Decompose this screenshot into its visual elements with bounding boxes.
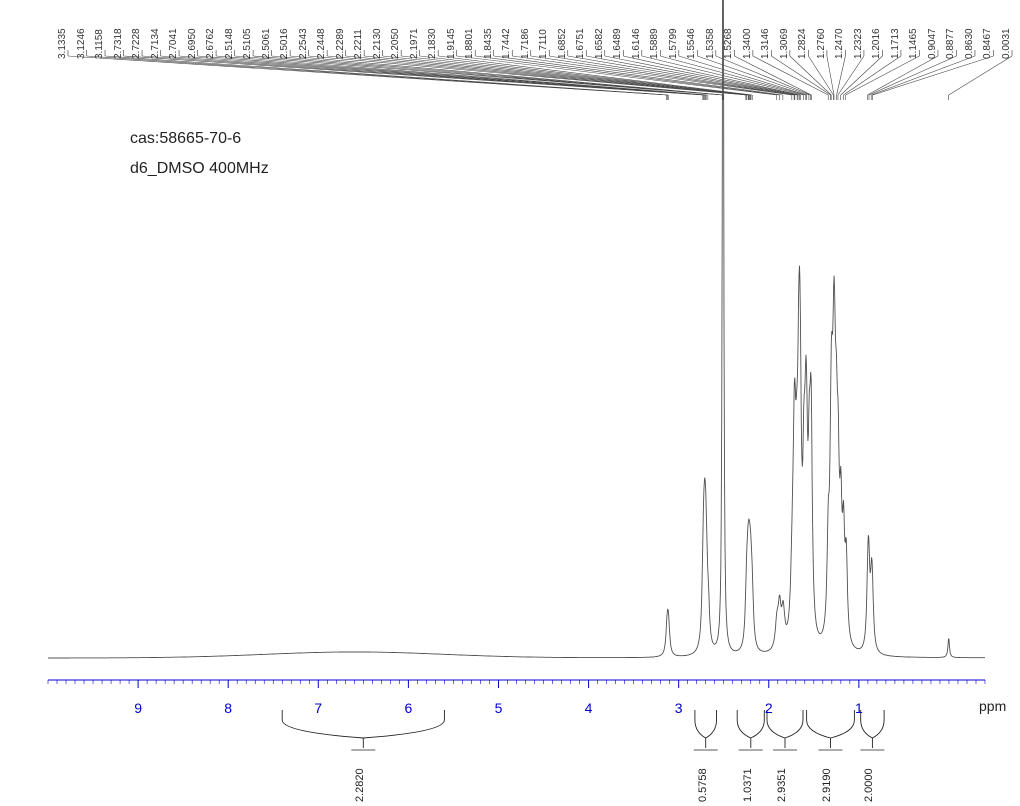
- peak-ppm-label: 2.2289: [335, 28, 346, 59]
- axis-tick-label: 9: [134, 700, 142, 716]
- peak-ppm-label: 2.5016: [279, 28, 290, 59]
- peak-ppm-label: 3.1158: [94, 29, 105, 59]
- axis-tick-label: 8: [224, 700, 232, 716]
- peak-ppm-label: 3.1335: [57, 28, 68, 59]
- axis-unit-label: ppm: [979, 698, 1006, 714]
- peak-ppm-label: 1.2016: [871, 28, 882, 59]
- peak-ppm-label: 1.3146: [760, 28, 771, 59]
- peak-ppm-label: 2.1830: [427, 28, 438, 59]
- peak-ppm-label: 2.7041: [168, 28, 179, 59]
- spectrum-trace: [48, 0, 985, 658]
- integral-value: 1.0371: [742, 768, 754, 802]
- peak-ppm-label: 2.1971: [409, 28, 420, 59]
- peak-ppm-label: 1.3400: [742, 28, 753, 59]
- annotation-cas: cas:58665-70-6: [130, 130, 241, 148]
- peak-ppm-label: 1.2323: [853, 28, 864, 59]
- peak-ppm-label: 1.7442: [501, 28, 512, 59]
- peak-ppm-label: 0.0031: [1001, 28, 1012, 59]
- peak-ppm-label: 1.1713: [890, 28, 901, 59]
- peak-ppm-label: 2.7318: [113, 28, 124, 59]
- peak-ppm-label: 1.2470: [834, 28, 845, 59]
- peak-ppm-label: 1.9145: [446, 28, 457, 59]
- peak-ppm-label: 2.5061: [261, 28, 272, 59]
- peak-ppm-label: 1.6146: [631, 28, 642, 59]
- peak-ppm-label: 1.6582: [594, 28, 605, 59]
- peak-ppm-label: 2.2448: [316, 28, 327, 59]
- peak-ppm-label: 1.3069: [779, 28, 790, 59]
- peak-ppm-label: 1.7110: [538, 29, 549, 59]
- peak-ppm-label: 1.2760: [816, 28, 827, 59]
- peak-ppm-label: 2.2211: [353, 29, 364, 59]
- peak-ppm-label: 0.8467: [982, 28, 993, 59]
- peak-ppm-label: 1.7186: [520, 28, 531, 59]
- peak-ppm-label: 1.5799: [668, 28, 679, 59]
- peak-ppm-label: 2.2543: [298, 28, 309, 59]
- axis-tick-label: 3: [675, 700, 683, 716]
- peak-ppm-label: 1.5358: [705, 28, 716, 59]
- integral-value: 2.9351: [776, 768, 788, 802]
- peak-ppm-label: 3.1246: [76, 28, 87, 59]
- nmr-svg-layer: [0, 0, 1020, 806]
- peak-ppm-label: 1.6751: [575, 28, 586, 59]
- integral-value: 2.2820: [354, 768, 366, 802]
- peak-ppm-label: 1.6489: [612, 28, 623, 59]
- peak-ppm-label: 0.9047: [927, 28, 938, 59]
- peak-ppm-label: 2.2050: [390, 28, 401, 59]
- peak-ppm-label: 0.8877: [945, 28, 956, 59]
- peak-ppm-label: 2.2130: [372, 28, 383, 59]
- integral-value: 2.0000: [863, 768, 875, 802]
- peak-ppm-label: 2.5105: [242, 28, 253, 59]
- peak-ppm-label: 1.2824: [797, 28, 808, 59]
- integral-value: 0.5758: [697, 768, 709, 802]
- peak-ppm-label: 2.6762: [205, 28, 216, 59]
- peak-ppm-label: 1.8801: [464, 28, 475, 59]
- axis-tick-label: 7: [314, 700, 322, 716]
- axis-tick-label: 5: [495, 700, 503, 716]
- annotation-solvent: d6_DMSO 400MHz: [130, 160, 269, 178]
- peak-ppm-label: 1.8435: [483, 28, 494, 59]
- peak-ppm-label: 1.5889: [649, 28, 660, 59]
- axis-tick-label: 2: [765, 700, 773, 716]
- peak-ppm-label: 1.5268: [723, 28, 734, 59]
- peak-ppm-label: 2.7228: [131, 28, 142, 59]
- axis-tick-label: 1: [855, 700, 863, 716]
- peak-ppm-label: 1.1465: [908, 28, 919, 59]
- axis-tick-label: 4: [585, 700, 593, 716]
- peak-ppm-label: 1.5546: [686, 28, 697, 59]
- peak-ppm-label: 1.6852: [557, 28, 568, 59]
- peak-ppm-label: 0.8630: [964, 28, 975, 59]
- peak-ppm-label: 2.5148: [224, 28, 235, 59]
- peak-ppm-label: 2.7134: [150, 28, 161, 59]
- peak-ppm-label: 2.6950: [187, 28, 198, 59]
- integral-value: 2.9190: [821, 768, 833, 802]
- axis-tick-label: 6: [404, 700, 412, 716]
